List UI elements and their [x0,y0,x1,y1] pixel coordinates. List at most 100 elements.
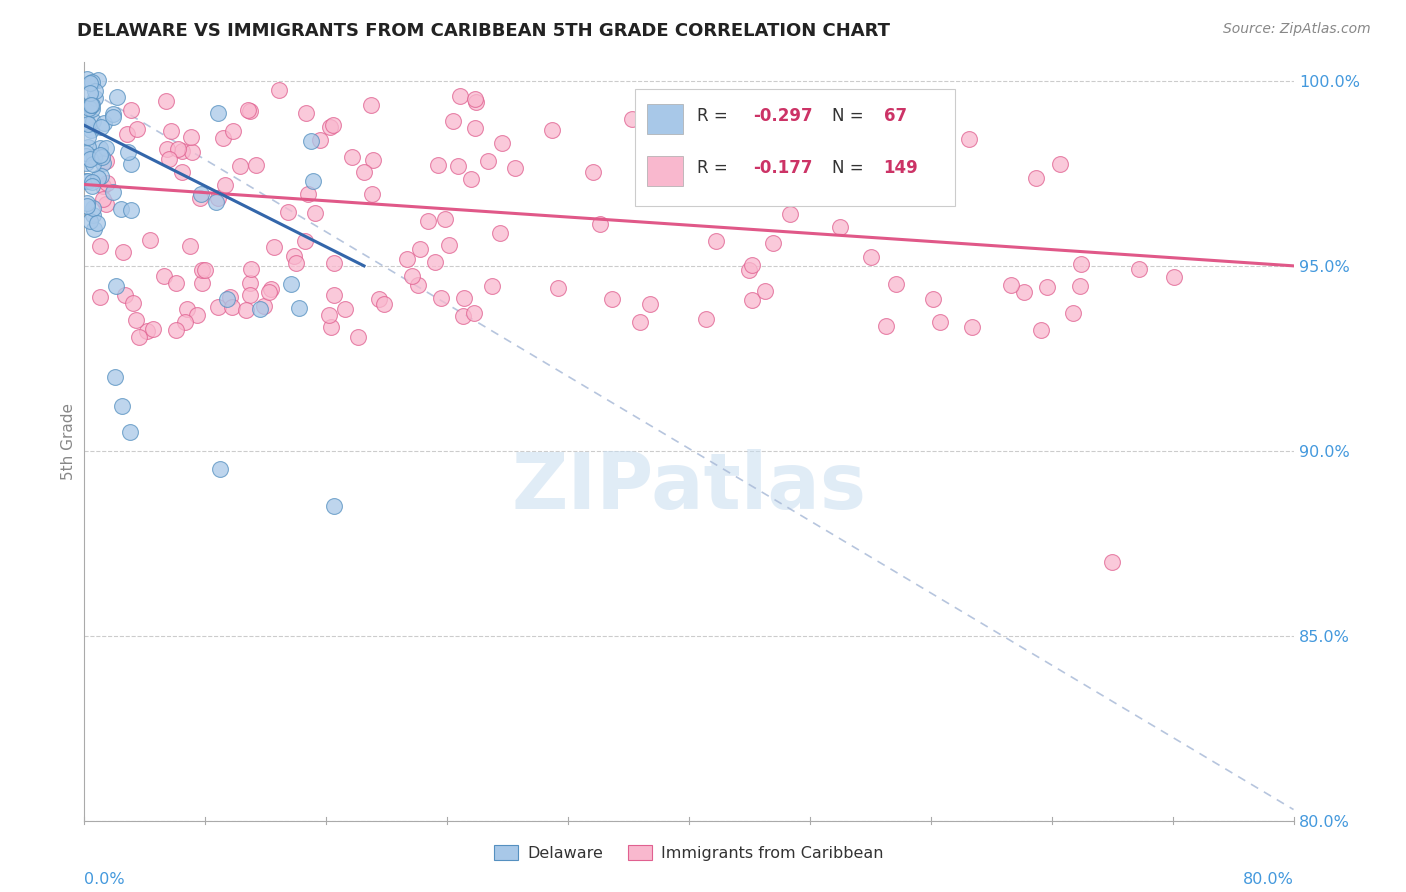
Point [157,152,180,166]
Point [105,279,128,293]
Point [446,159,468,173]
Point [704,234,727,248]
Point [75,148,97,162]
Point [322,500,344,514]
Point [76,174,98,188]
Point [77,140,100,154]
Point [299,134,322,148]
Point [361,153,384,168]
Point [367,292,389,306]
Point [373,297,395,311]
Point [170,164,193,178]
Point [91,192,114,206]
Point [82,201,104,215]
Point [636,178,658,193]
Point [582,164,605,178]
Point [1031,323,1053,337]
Point [139,234,162,248]
Point [76,196,98,211]
Point [191,262,214,277]
Point [589,218,612,232]
Point [190,186,212,201]
Point [207,300,229,314]
Point [741,293,763,307]
Point [503,161,526,176]
Point [82,208,104,222]
Point [441,114,464,128]
Point [679,145,702,160]
Point [427,158,450,172]
Point [103,106,125,120]
Point [77,129,100,144]
Point [215,292,238,306]
Point [205,194,228,209]
Point [319,120,342,135]
Point [540,123,562,137]
Point [449,89,471,103]
Point [416,213,439,227]
Point [267,83,290,97]
Point [155,94,177,108]
Point [465,95,488,110]
Point [309,133,332,147]
Point [165,323,187,337]
Point [111,244,134,259]
Point [86,216,108,230]
Point [283,249,305,263]
Point [80,178,103,193]
Point [180,129,202,144]
Point [263,240,285,254]
Legend: Delaware, Immigrants from Caribbean: Delaware, Immigrants from Caribbean [488,838,890,867]
Point [84,91,107,105]
Point [302,174,325,188]
Text: R =: R = [697,159,734,177]
Point [277,205,299,219]
Point [79,213,101,227]
Point [453,291,475,305]
Point [1012,285,1035,299]
Point [90,120,112,134]
Point [779,207,801,221]
Point [1049,157,1071,171]
Point [75,112,97,126]
Point [194,263,217,277]
Point [323,287,346,301]
Point [741,259,763,273]
Point [360,186,382,201]
Point [360,97,382,112]
Point [960,320,983,334]
Point [118,425,141,440]
Point [295,106,318,120]
Point [91,155,114,169]
Point [188,191,211,205]
Point [90,169,112,183]
Point [666,122,689,136]
Point [104,369,127,384]
Point [80,97,103,112]
Text: R =: R = [697,107,734,125]
Point [761,236,783,251]
FancyBboxPatch shape [647,156,683,186]
Point [142,322,165,336]
Point [600,292,623,306]
Point [80,123,103,137]
Point [82,157,104,171]
Point [921,293,943,307]
Point [160,124,183,138]
Point [1128,262,1150,277]
Point [929,315,952,329]
Point [82,113,104,128]
Point [174,315,197,329]
Point [91,150,114,164]
Point [322,119,344,133]
Point [260,282,283,296]
Point [346,330,368,344]
Point [239,276,262,290]
Point [165,276,187,290]
Text: N =: N = [831,159,869,177]
Point [77,117,100,131]
Point [662,133,685,147]
Point [156,142,179,156]
Point [628,315,651,329]
Point [222,124,245,138]
